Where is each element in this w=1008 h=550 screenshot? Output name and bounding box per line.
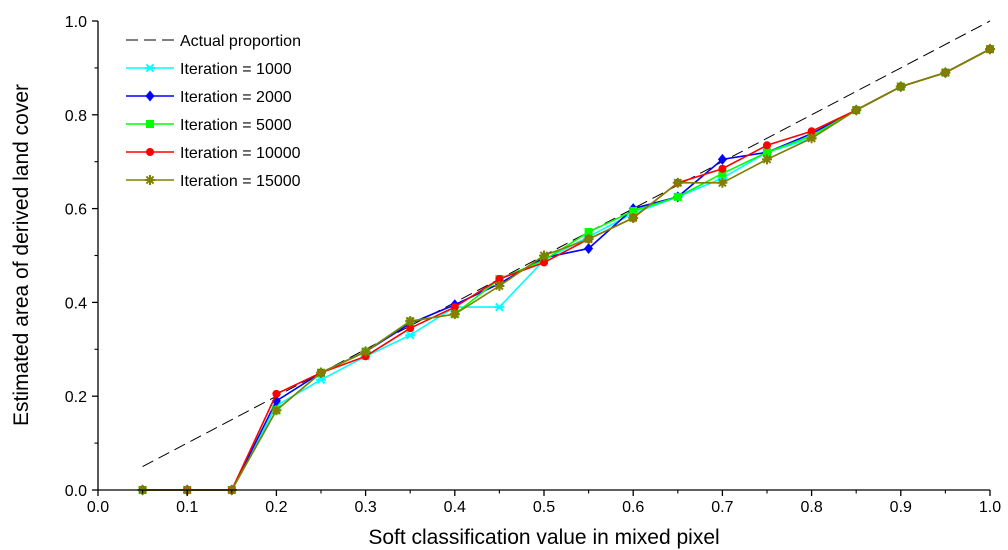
y-tick-label: 0.2 [65, 389, 87, 406]
legend-marker [146, 120, 154, 128]
data-point [672, 177, 683, 188]
data-point [450, 303, 459, 312]
legend-item: Iteration = 5000 [126, 117, 292, 134]
y-tick-label: 0.8 [65, 108, 87, 125]
y-tick-label: 0.0 [65, 483, 87, 500]
data-point [449, 309, 460, 320]
data-point [406, 324, 415, 333]
data-point [494, 280, 505, 291]
legend-item: Iteration = 2000 [126, 89, 292, 106]
data-point [807, 127, 816, 136]
legend-label: Iteration = 5000 [180, 117, 292, 134]
data-point [540, 258, 548, 267]
series-line [142, 48, 991, 491]
x-tick-label: 0.6 [622, 499, 644, 516]
y-tick-label: 0.6 [65, 202, 87, 219]
legend-label: Iteration = 2000 [180, 89, 292, 106]
legend-item: Actual proportion [126, 33, 301, 50]
data-point [717, 153, 727, 165]
y-tick-label: 0.4 [65, 295, 87, 312]
series-line [142, 48, 991, 491]
x-tick-label: 0.5 [533, 499, 555, 516]
x-tick-label: 0.0 [87, 499, 109, 516]
data-point [316, 367, 326, 378]
data-point [584, 228, 593, 237]
x-tick-label: 0.4 [444, 499, 466, 516]
x-tick-label: 0.7 [711, 499, 733, 516]
x-tick-label: 0.9 [890, 499, 912, 516]
x-tick-label: 1.0 [979, 499, 1001, 516]
data-point [895, 81, 906, 92]
reference-line-path [142, 20, 991, 467]
data-point [763, 141, 771, 150]
axes: 0.0 0.1 0.2 0.3 0.4 0.5 0.6 0.7 0.8 0.9 1.0 0.0 0.2 0… [65, 14, 1001, 516]
x-tick-label: 0.1 [176, 499, 198, 516]
legend-marker [145, 63, 155, 73]
data-point [495, 274, 504, 283]
data-point [360, 346, 371, 357]
y-tick-label: 1.0 [65, 14, 87, 31]
x-tick-label: 0.2 [265, 499, 287, 516]
data-point [583, 234, 594, 245]
data-point [405, 330, 416, 340]
legend-label: Iteration = 10000 [180, 145, 301, 162]
data-point [539, 250, 549, 261]
data-point [851, 105, 862, 116]
series-5 [137, 44, 995, 495]
data-point [717, 177, 728, 188]
data-point [629, 206, 638, 215]
series-line [142, 48, 991, 491]
legend-marker [145, 90, 155, 102]
legend: Actual proportion Iteration = 1000 Iterati… [126, 33, 301, 190]
data-point [673, 192, 682, 201]
legend-item: Iteration = 1000 [126, 61, 292, 78]
legend-label: Iteration = 1000 [180, 61, 292, 78]
y-axis-title: Estimated area of derived land cover [10, 84, 33, 426]
series-group [137, 43, 995, 496]
data-point [272, 389, 281, 398]
legend-label: Iteration = 15000 [180, 173, 301, 190]
legend-item: Iteration = 10000 [126, 145, 301, 162]
data-point [316, 375, 326, 385]
series-1 [137, 44, 995, 495]
reference-line [142, 20, 991, 467]
series-line [142, 48, 991, 491]
x-axis-title: Soft classification value in mixed pixel [368, 526, 719, 549]
legend-marker [145, 175, 155, 185]
legend-marker [146, 148, 154, 156]
data-point [806, 133, 817, 144]
data-point [940, 67, 951, 78]
data-point [985, 44, 995, 55]
data-point [762, 154, 772, 165]
data-point [494, 302, 505, 312]
legend-item: Iteration = 15000 [126, 173, 301, 190]
x-tick-label: 0.8 [800, 499, 822, 516]
data-point [718, 164, 727, 173]
series-line [142, 48, 991, 491]
data-point [405, 316, 416, 327]
legend-label: Actual proportion [180, 33, 301, 50]
data-point [718, 169, 727, 178]
data-point [271, 405, 282, 416]
x-tick-label: 0.3 [354, 499, 376, 516]
data-point [628, 212, 639, 223]
data-point [763, 148, 771, 157]
data-point [584, 242, 594, 254]
